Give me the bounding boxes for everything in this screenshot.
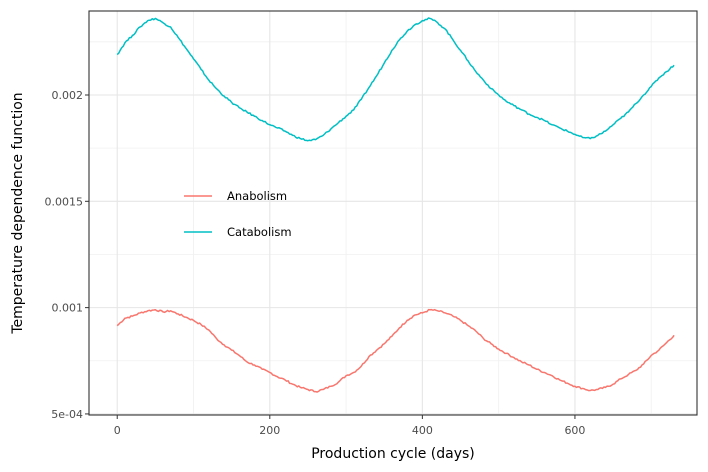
legend-label-anabolism: Anabolism — [227, 189, 287, 203]
y-tick-label: 0.0015 — [45, 195, 84, 208]
x-tick-label: 600 — [564, 424, 585, 437]
x-tick-label: 200 — [259, 424, 280, 437]
minor-gridlines — [89, 11, 697, 415]
plot-panel-border — [88, 10, 698, 416]
series-line-catabolism — [116, 17, 675, 142]
series-layer — [116, 17, 675, 393]
series-line-anabolism — [116, 308, 675, 393]
legend: Anabolism Catabolism — [184, 189, 292, 239]
x-tick-label: 400 — [412, 424, 433, 437]
y-axis: 5e-04 0.001 0.0015 0.002 — [45, 89, 89, 421]
major-gridlines — [89, 11, 697, 415]
y-tick-label: 0.001 — [52, 302, 84, 315]
legend-label-catabolism: Catabolism — [227, 225, 292, 239]
y-axis-title: Temperature dependence function — [10, 92, 26, 334]
x-axis-title: Production cycle (days) — [311, 446, 475, 462]
y-tick-label: 0.002 — [52, 89, 84, 102]
y-tick-label: 5e-04 — [51, 408, 83, 421]
x-axis: 0 200 400 600 — [114, 415, 585, 437]
x-tick-label: 0 — [114, 424, 121, 437]
